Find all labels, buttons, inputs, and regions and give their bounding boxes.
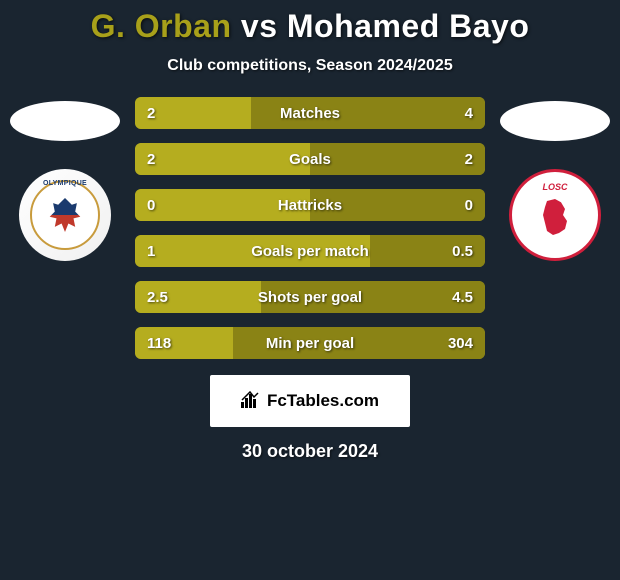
club-badge-lyon: OLYMPIQUE bbox=[19, 169, 111, 261]
lyon-badge-text: OLYMPIQUE bbox=[43, 180, 87, 187]
player2-avatar-placeholder bbox=[500, 101, 610, 141]
stat-value-left: 2 bbox=[147, 151, 155, 168]
stat-label: Shots per goal bbox=[258, 289, 362, 306]
stat-value-right: 0 bbox=[465, 197, 473, 214]
brand-text: FcTables.com bbox=[267, 391, 379, 411]
chart-icon bbox=[241, 390, 261, 413]
page-title: G. Orban vs Mohamed Bayo bbox=[0, 8, 620, 45]
lion-icon bbox=[48, 198, 82, 232]
brand-footer[interactable]: FcTables.com bbox=[210, 375, 410, 427]
stat-value-right: 2 bbox=[465, 151, 473, 168]
main-row: OLYMPIQUE 2 Matches 4 2 Goals 2 bbox=[0, 97, 620, 359]
player2-name: Mohamed Bayo bbox=[287, 8, 529, 44]
stat-label: Hattricks bbox=[278, 197, 342, 214]
lyon-badge-inner: OLYMPIQUE bbox=[30, 180, 100, 250]
right-column: LOSC bbox=[495, 97, 615, 261]
stat-value-right: 0.5 bbox=[452, 243, 473, 260]
stat-label: Goals bbox=[289, 151, 331, 168]
stat-bar-goals-per-match: 1 Goals per match 0.5 bbox=[135, 235, 485, 267]
mastiff-icon bbox=[535, 199, 575, 239]
left-column: OLYMPIQUE bbox=[5, 97, 125, 261]
stat-fill-left bbox=[135, 143, 310, 175]
date-text: 30 october 2024 bbox=[0, 441, 620, 462]
stat-value-right: 4.5 bbox=[452, 289, 473, 306]
stat-value-left: 2 bbox=[147, 105, 155, 122]
stat-label: Min per goal bbox=[266, 335, 354, 352]
stat-value-left: 118 bbox=[147, 335, 171, 352]
club-badge-lille: LOSC bbox=[509, 169, 601, 261]
stat-label: Goals per match bbox=[251, 243, 369, 260]
stat-bar-goals: 2 Goals 2 bbox=[135, 143, 485, 175]
vs-text: vs bbox=[241, 8, 278, 44]
stat-value-right: 304 bbox=[448, 335, 473, 352]
stat-value-left: 0 bbox=[147, 197, 155, 214]
stat-bar-hattricks: 0 Hattricks 0 bbox=[135, 189, 485, 221]
player1-avatar-placeholder bbox=[10, 101, 120, 141]
stat-value-left: 1 bbox=[147, 243, 155, 260]
stat-label: Matches bbox=[280, 105, 340, 122]
stat-bar-min-per-goal: 118 Min per goal 304 bbox=[135, 327, 485, 359]
stat-bar-shots-per-goal: 2.5 Shots per goal 4.5 bbox=[135, 281, 485, 313]
comparison-card: G. Orban vs Mohamed Bayo Club competitio… bbox=[0, 0, 620, 462]
stat-value-right: 4 bbox=[465, 105, 473, 122]
stat-fill-right bbox=[310, 143, 485, 175]
stat-bar-matches: 2 Matches 4 bbox=[135, 97, 485, 129]
stat-value-left: 2.5 bbox=[147, 289, 168, 306]
player1-name: G. Orban bbox=[91, 8, 232, 44]
lille-badge-inner: LOSC bbox=[518, 178, 592, 252]
subtitle: Club competitions, Season 2024/2025 bbox=[0, 57, 620, 75]
lille-badge-text: LOSC bbox=[542, 182, 567, 192]
stats-column: 2 Matches 4 2 Goals 2 0 Hattricks 0 bbox=[135, 97, 485, 359]
